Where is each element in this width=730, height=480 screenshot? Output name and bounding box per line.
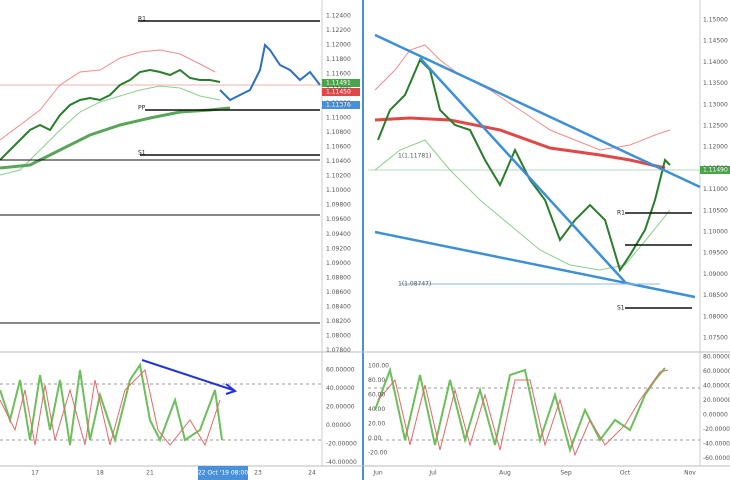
price-badge: 1.11450	[326, 89, 351, 96]
level-label: PP	[138, 105, 146, 112]
osc-tick-label: 40.00000	[703, 383, 730, 390]
price-tick-label: 1.09600	[326, 216, 351, 223]
price-tick-label: 1.11400	[326, 85, 351, 92]
price-badge: 1.11490	[703, 167, 728, 174]
osc-tick-label: 60.00	[368, 392, 385, 399]
price-tick-label: 1.10600	[326, 143, 351, 150]
osc-tick-label: -20.00	[368, 450, 388, 457]
level-label: R1	[138, 16, 146, 23]
osc-tick-label: 40.00	[368, 406, 385, 413]
time-label: Sep	[560, 470, 572, 477]
time-label: Jun	[372, 470, 383, 477]
fib-label: 1(1.11781)	[398, 153, 431, 160]
price-tick-label: 1.12200	[326, 27, 351, 34]
price-tick-label: 1.12000	[326, 42, 351, 49]
osc-tick-label: -40.00000	[326, 459, 357, 466]
price-tick-label: 1.09000	[703, 271, 728, 278]
osc-tick-label: 40.00000	[326, 385, 355, 392]
price-tick-label: 1.09400	[326, 231, 351, 238]
price-tick-label: 1.10000	[326, 187, 351, 194]
osc-tick-label: 20.00	[368, 421, 385, 428]
price-tick-label: 1.10500	[703, 207, 728, 214]
price-tick-label: 1.14000	[703, 59, 728, 66]
price-tick-label: 1.08800	[326, 274, 351, 281]
osc-tick-label: -20.00000	[326, 441, 357, 448]
price-tick-label: 1.11000	[326, 114, 351, 121]
price-tick-label: 1.11800	[326, 56, 351, 63]
price-badge: 1.11491	[326, 80, 351, 87]
osc-tick-label: 0.00	[368, 435, 382, 442]
price-tick-label: 1.08400	[326, 304, 351, 311]
price-tick-label: 1.10200	[326, 173, 351, 180]
price-tick-label: 1.10800	[326, 129, 351, 136]
price-tick-label: 1.07500	[703, 335, 728, 342]
osc-tick-label: 0.00000	[703, 412, 728, 419]
time-label: 21	[146, 470, 154, 477]
cursor-time-box	[198, 466, 248, 480]
price-tick-label: 1.15000	[703, 17, 728, 24]
osc-tick-label: 20.00000	[703, 397, 730, 404]
osc-tick-label: 20.00000	[326, 404, 355, 411]
time-label: 23	[254, 470, 262, 477]
price-tick-label: 1.08000	[326, 333, 351, 340]
osc-tick-label: 100.00	[368, 363, 389, 370]
price-tick-label: 1.08200	[326, 318, 351, 325]
osc-tick-label: 80.00	[368, 377, 385, 384]
price-tick-label: 1.08600	[326, 289, 351, 296]
price-tick-label: 1.11500	[703, 165, 728, 172]
price-tick-label: 1.07800	[326, 347, 351, 354]
fib-label: 1(1.08747)	[398, 281, 431, 288]
osc-tick-label: 60.00000	[326, 367, 355, 374]
time-label: Nov	[684, 470, 696, 477]
price-tick-label: 1.09200	[326, 245, 351, 252]
price-tick-label: 1.08500	[703, 292, 728, 299]
price-tick-label: 1.10000	[703, 229, 728, 236]
price-tick-label: 1.11200	[326, 100, 351, 107]
price-tick-label: 1.12000	[703, 144, 728, 151]
level-label: S1	[138, 150, 146, 157]
badge-bg	[322, 79, 360, 87]
price-tick-label: 1.14500	[703, 38, 728, 45]
price-tick-label: 1.09500	[703, 250, 728, 257]
price-badge: 1.11376	[326, 102, 351, 109]
osc-tick-label: -20.00000	[703, 426, 730, 433]
cursor-time: 22 Oct '19 08:00	[198, 470, 248, 477]
price-tick-label: 1.08000	[703, 313, 728, 320]
time-label: 17	[31, 470, 39, 477]
osc-tick-label: 80.00000	[703, 354, 730, 361]
price-tick-label: 1.09000	[326, 260, 351, 267]
price-tick-label: 1.12400	[326, 13, 351, 20]
osc-tick-label: -60.00000	[703, 455, 730, 462]
time-label: 24	[308, 470, 316, 477]
price-tick-label: 1.11600	[326, 71, 351, 78]
badge-bg	[322, 101, 360, 109]
price-tick-label: 1.13500	[703, 80, 728, 87]
time-label: 18	[96, 470, 104, 477]
price-tick-label: 1.13000	[703, 101, 728, 108]
time-label: Aug	[499, 470, 511, 477]
time-label: Oct	[620, 470, 631, 477]
time-label: Jul	[428, 470, 437, 477]
price-tick-label: 1.11000	[703, 186, 728, 193]
left-chart	[0, 20, 322, 447]
price-tick-label: 1.12500	[703, 123, 728, 130]
osc-tick-label: -40.00000	[703, 441, 730, 448]
right-chart	[368, 33, 701, 457]
badge-bg	[322, 88, 360, 96]
osc-tick-label: 60.00000	[703, 368, 730, 375]
price-tick-label: 1.10400	[326, 158, 351, 165]
level-label: R1	[617, 210, 625, 217]
price-tick-label: 1.09800	[326, 202, 351, 209]
osc-tick-label: 0.00000	[326, 422, 351, 429]
level-label: S1	[617, 305, 625, 312]
badge-bg	[700, 166, 730, 174]
